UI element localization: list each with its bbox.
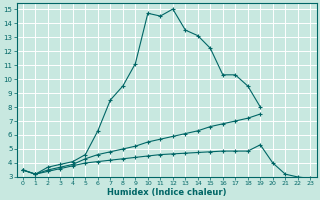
X-axis label: Humidex (Indice chaleur): Humidex (Indice chaleur) (107, 188, 226, 197)
